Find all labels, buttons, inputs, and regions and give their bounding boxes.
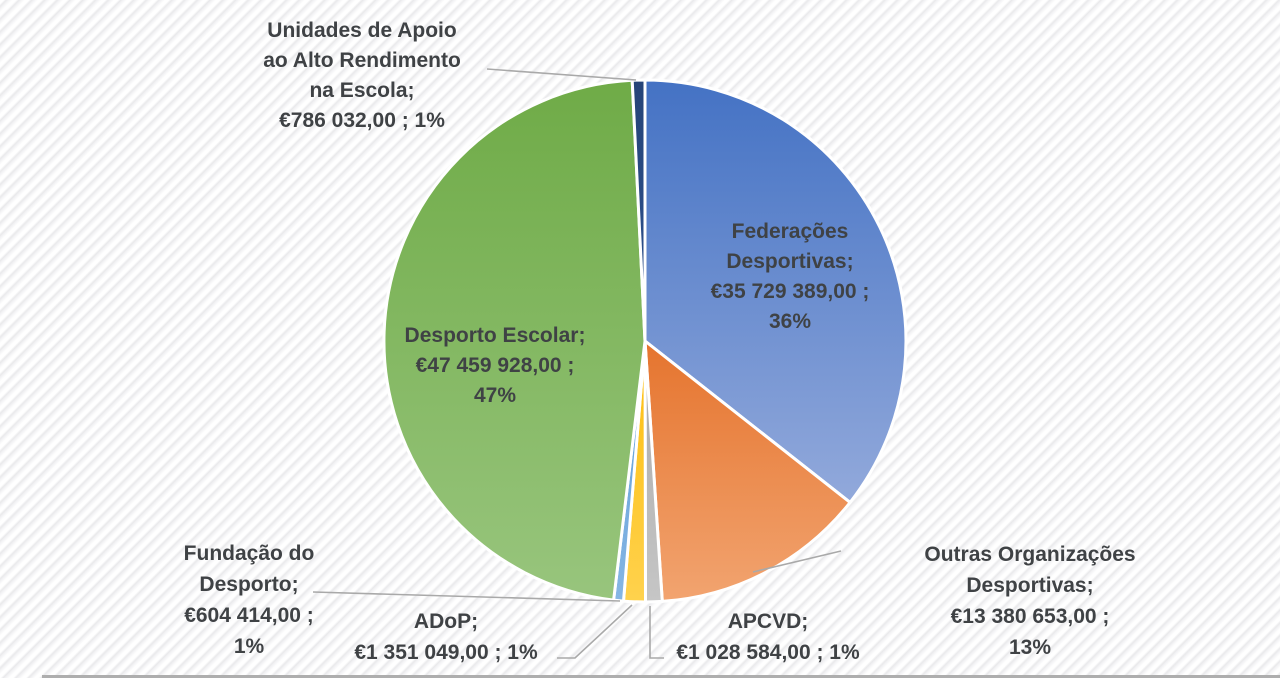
leader-lines [312,68,842,659]
label-line: Federações [731,220,849,243]
label-line: Desporto; [199,573,299,596]
label-line: €1 351 049,00 ; 1% [354,641,538,664]
label-line: APCVD; [727,610,809,633]
label-line: €47 459 928,00 ; [415,354,575,377]
label-line: ao Alto Rendimento [263,49,461,72]
label-outras-organizacoes: Outras Organizações Desportivas; €13 380… [924,539,1135,663]
label-line: 13% [1008,636,1052,659]
label-line: €604 414,00 ; [184,604,314,627]
pie-slice-desporto-escolar [382,78,647,602]
label-line: €35 729 389,00 ; [710,280,870,303]
leader-line-outras [752,550,842,573]
label-fundacao-do-desporto: Fundação do Desporto; €604 414,00 ; 1% [184,538,315,662]
label-line: na Escola; [309,79,415,102]
label-line: 47% [473,384,517,407]
label-apcvd: APCVD; €1 028 584,00 ; 1% [676,606,859,668]
label-line: Fundação do [183,542,315,565]
leader-line-adop [557,604,633,659]
label-line: Unidades de Apoio [267,19,457,42]
label-federacoes-desportivas: Federações Desportivas; €35 729 389,00 ;… [711,217,870,337]
label-desporto-escolar: Desporto Escolar; €47 459 928,00 ; 47% [405,321,586,411]
pie-slice-federacoes-desportivas [643,78,908,504]
pie-slices [382,78,908,604]
label-line: €13 380 653,00 ; [950,605,1110,628]
label-line: 36% [768,310,812,333]
label-line: Outras Organizações [924,543,1136,566]
label-line: €786 032,00 ; 1% [279,109,445,132]
leader-line-unidades [486,68,637,81]
label-line: €1 028 584,00 ; 1% [676,641,860,664]
leader-line-fundacao [312,591,621,602]
pie-slice-outras-organizacoes-desportivas [643,339,852,603]
label-line: Desporto Escolar; [404,324,586,347]
label-line: Desportivas; [966,574,1094,597]
bottom-rule [42,675,1280,678]
leader-line-apcvd [649,606,664,659]
label-line: Desportivas; [726,250,854,273]
label-adop: ADoP; €1 351 049,00 ; 1% [354,606,537,668]
label-line: ADoP; [413,610,479,633]
label-line: 1% [233,635,265,658]
label-unidades-de-apoio: Unidades de Apoio ao Alto Rendimento na … [263,16,461,136]
